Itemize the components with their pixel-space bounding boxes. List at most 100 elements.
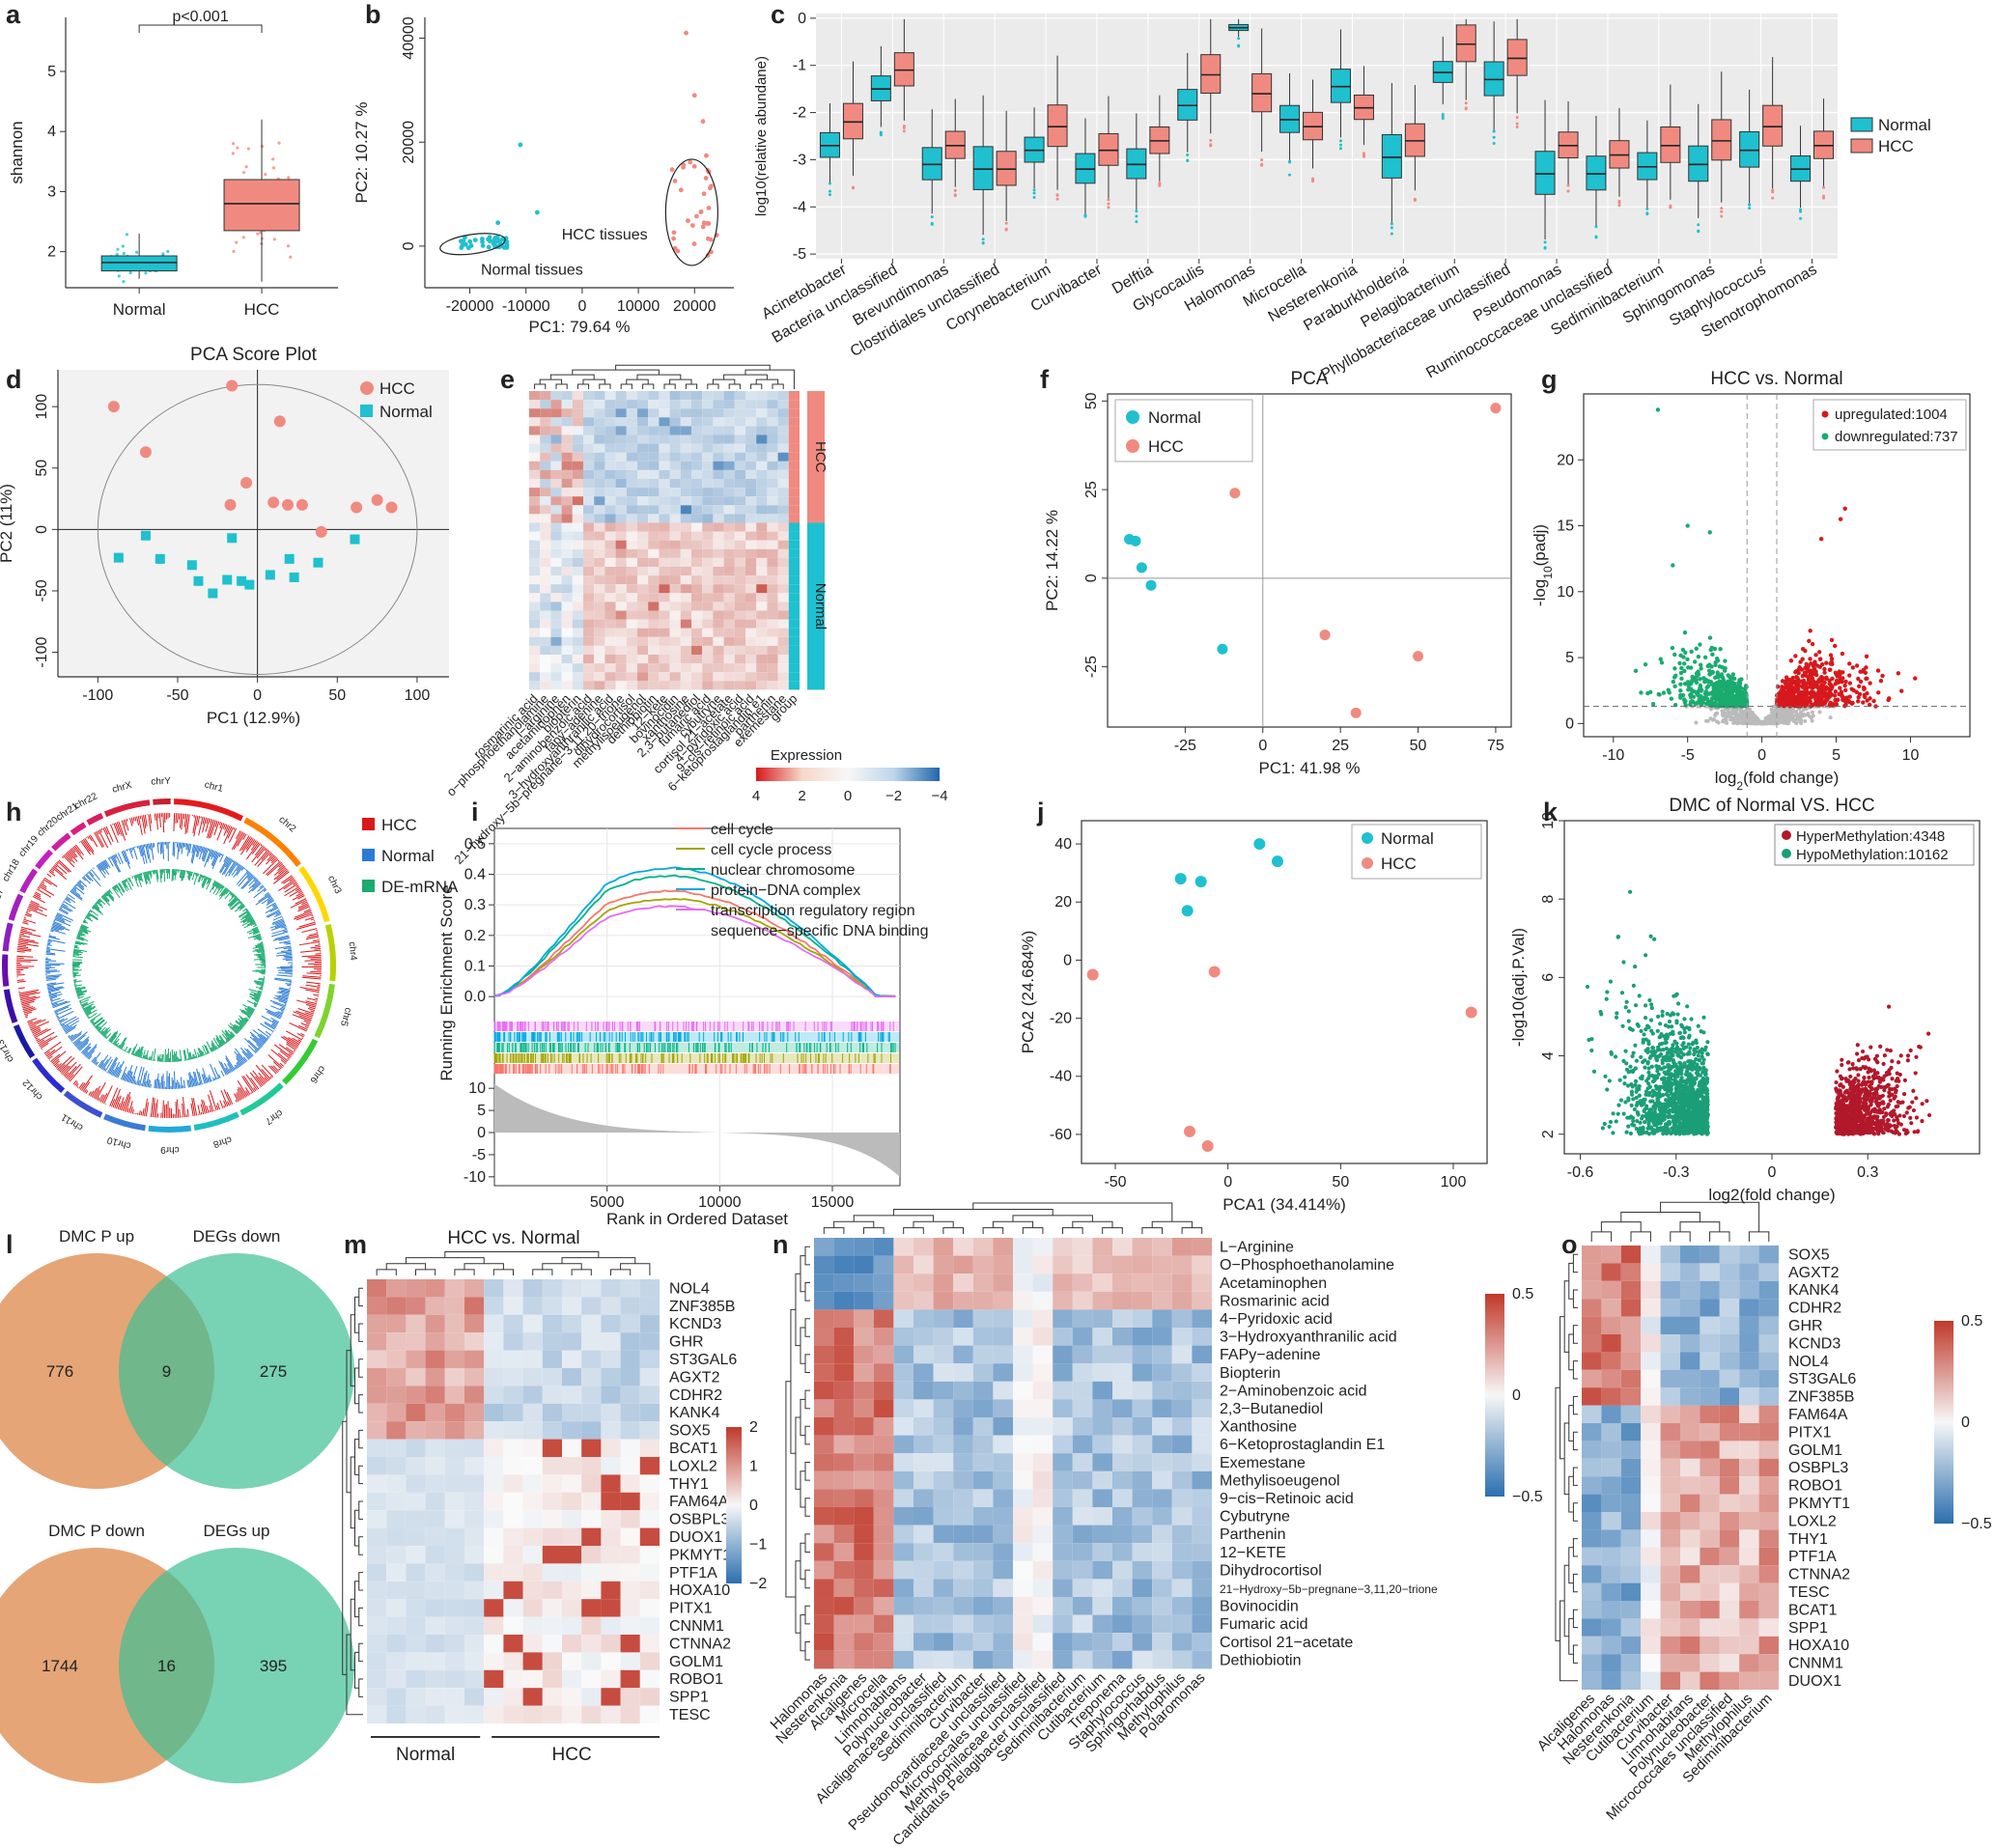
- heatmap-cell: [604, 540, 616, 549]
- heatmap-cell: [669, 496, 681, 506]
- heatmap-cell: [734, 628, 745, 637]
- heatmap-cell: [648, 522, 660, 532]
- heatmap-cell: [745, 514, 757, 523]
- downregulated-point: [1726, 673, 1730, 678]
- dendrogram-branch: [539, 378, 563, 385]
- upregulated-point: [1913, 676, 1918, 681]
- group-cell: [788, 672, 800, 682]
- heatmap-cell: [723, 610, 735, 620]
- heatmap-cell: [550, 584, 562, 594]
- outlier-point: [1186, 154, 1190, 157]
- x-tick-label: -100: [82, 687, 113, 704]
- y-tick-label: 50: [1083, 392, 1100, 409]
- downregulated-point: [1704, 685, 1709, 690]
- heatmap-cell: [648, 417, 660, 427]
- downregulated-point: [1713, 662, 1718, 668]
- heatmap-cell: [767, 628, 778, 637]
- heatmap-cell: [723, 443, 735, 453]
- heatmap-cell: [561, 479, 573, 489]
- track-bar: [46, 944, 52, 946]
- y-axis-label: PC2: 14.22 %: [1043, 510, 1061, 611]
- chromosome-arc: [193, 1111, 239, 1131]
- heatmap-cell: [529, 628, 541, 637]
- heatmap-cell: [702, 548, 714, 558]
- heatmap-cell: [561, 514, 573, 523]
- heatmap-cell: [659, 452, 670, 462]
- heatmap-cell: [615, 391, 627, 401]
- heatmap-cell: [604, 400, 616, 409]
- heatmap-cell: [669, 610, 681, 620]
- track-bar: [19, 933, 25, 936]
- x-tick-label: 0: [577, 298, 586, 315]
- ns-point: [1817, 710, 1822, 714]
- data-point-hcc: [707, 185, 713, 191]
- ns-point: [1803, 718, 1808, 723]
- heatmap-cell: [583, 496, 595, 506]
- downregulated-point: [1661, 690, 1667, 695]
- heatmap-cell: [550, 505, 562, 515]
- heatmap-cell: [637, 602, 649, 611]
- track-bar: [313, 994, 320, 996]
- heatmap-cell: [604, 522, 616, 532]
- group-cell: [788, 522, 800, 532]
- track-bar: [158, 1053, 161, 1062]
- heatmap-cell: [702, 619, 714, 629]
- heatmap-cell: [680, 610, 691, 620]
- heatmap-cell: [583, 567, 595, 576]
- track-bar: [59, 907, 63, 910]
- heatmap-cell: [669, 408, 681, 418]
- upregulated-point: [1843, 679, 1848, 685]
- y-tick-label: 15: [1557, 518, 1574, 535]
- track-bar: [45, 970, 61, 973]
- heatmap-cell: [550, 417, 562, 427]
- heatmap-cell: [615, 469, 627, 479]
- ns-point: [1798, 716, 1803, 721]
- track-bar: [45, 978, 56, 981]
- heatmap-cell: [529, 610, 541, 620]
- track-bar: [257, 956, 266, 959]
- heatmap-cell: [583, 522, 595, 532]
- data-point: [128, 270, 132, 275]
- heatmap-cell: [745, 540, 757, 549]
- heatmap-cell: [529, 575, 541, 585]
- heatmap-cell: [680, 479, 691, 489]
- heatmap-cell: [702, 645, 714, 655]
- heatmap-cell: [756, 628, 768, 637]
- heatmap-cell: [713, 567, 724, 576]
- downregulated-point: [1681, 661, 1687, 666]
- chromosome-label: chr4: [347, 941, 359, 962]
- heatmap-cell: [572, 575, 583, 585]
- upregulated-point: [1818, 691, 1823, 696]
- outlier-point: [1107, 198, 1110, 202]
- heatmap-cell: [745, 479, 757, 489]
- heatmap-cell: [561, 672, 573, 682]
- heatmap-cell: [734, 548, 745, 558]
- track-bar: [35, 1037, 39, 1040]
- heatmap-cell: [540, 655, 551, 664]
- heatmap-cell: [540, 636, 551, 646]
- expression-colorbar: [756, 768, 940, 781]
- heatmap-cell: [777, 391, 789, 401]
- heatmap-cell: [648, 400, 660, 409]
- heatmap-cell: [550, 645, 562, 655]
- heatmap-cell: [594, 496, 605, 506]
- heatmap-cell: [561, 488, 573, 497]
- group-cell: [788, 602, 800, 611]
- heatmap-cell: [777, 417, 789, 427]
- y-axis-label: shannon: [8, 121, 26, 183]
- heatmap-cell: [637, 479, 649, 489]
- heatmap-cell: [583, 488, 595, 497]
- track-bar: [285, 952, 293, 955]
- heatmap-cell: [713, 575, 724, 585]
- heatmap-cell: [680, 602, 691, 611]
- heatmap-cell: [734, 488, 745, 497]
- heatmap-cell: [648, 672, 660, 682]
- heatmap-cell: [734, 602, 745, 611]
- track-bar: [72, 972, 79, 975]
- downregulated-point: [1671, 679, 1676, 685]
- heatmap-cell: [767, 548, 778, 558]
- colorbar-tick-label: −2: [885, 788, 902, 804]
- panel-label-b: b: [365, 0, 381, 29]
- track-bar: [46, 942, 51, 945]
- heatmap-cell: [669, 602, 681, 611]
